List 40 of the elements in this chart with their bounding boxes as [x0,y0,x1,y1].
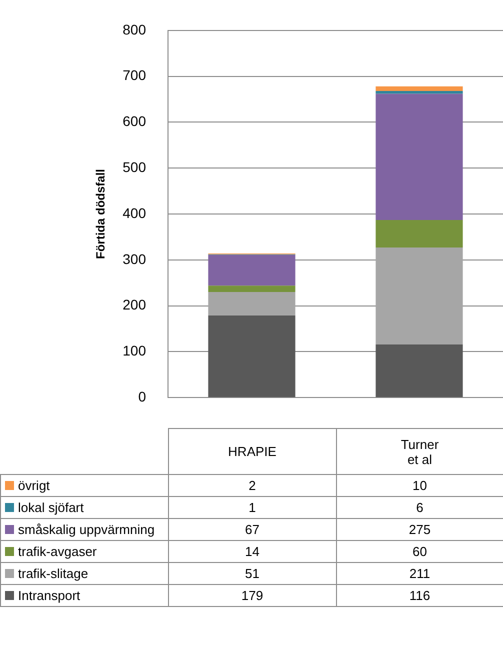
y-tick-label: 700 [122,67,146,84]
data-label: 67 [168,518,336,540]
bar [376,94,463,220]
data-label: 10 [336,474,503,496]
y-tick-label: 600 [122,113,146,130]
data-label: 14 [168,540,336,562]
legend-label: lokal sjöfart [18,500,84,515]
x-tick-label: HRAPIE [168,428,336,474]
bar [376,90,463,94]
y-tick-label: 800 [122,21,146,38]
data-label: 60 [336,540,503,562]
bar [376,344,463,398]
legend-label: Intransport [18,588,80,603]
y-tick-label: 500 [122,158,146,175]
data-label: 179 [168,584,336,606]
bar [208,292,296,316]
data-label: 211 [336,562,503,584]
legend-label: småskalig uppvärmning [18,522,155,537]
y-axis-title: Förtida dödsfall [94,169,108,259]
data-label: 275 [336,518,503,540]
data-label: 1 [168,496,336,518]
legend-label: övrigt [18,478,50,493]
bar [208,315,296,398]
bar [208,286,296,292]
data-label: 116 [336,584,503,606]
bar [208,254,296,286]
data-label: 6 [336,496,503,518]
y-tick-label: 100 [122,342,146,359]
legend-label: trafik-avgaser [18,544,97,559]
bar [376,248,463,344]
data-label: 51 [168,562,336,584]
data-label: 2 [168,474,336,496]
bar [376,86,463,91]
y-tick-label: 400 [122,204,146,221]
y-tick-label: 300 [122,250,146,267]
y-tick-label: 0 [138,388,146,404]
y-tick-label: 200 [122,296,146,313]
bar [376,220,463,248]
x-tick-label: Turner et al [336,428,503,474]
legend-label: trafik-slitage [18,566,88,581]
